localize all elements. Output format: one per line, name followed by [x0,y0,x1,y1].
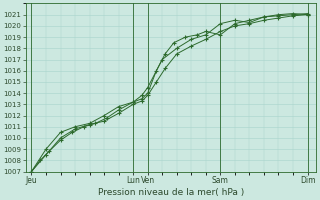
X-axis label: Pression niveau de la mer( hPa ): Pression niveau de la mer( hPa ) [98,188,244,197]
